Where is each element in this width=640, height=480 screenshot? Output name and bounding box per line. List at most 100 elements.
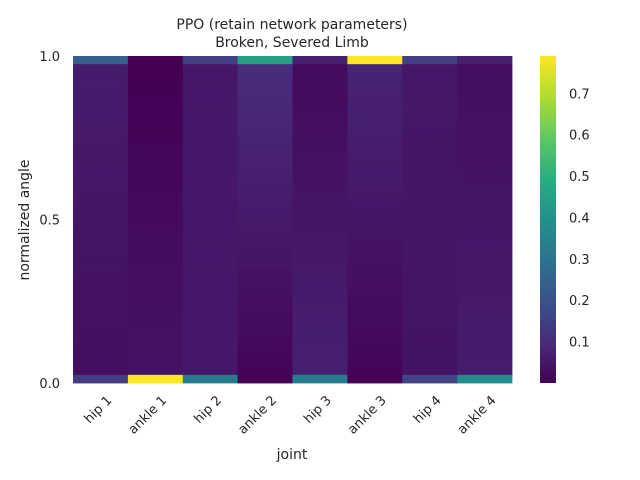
heatmap-cell: [457, 374, 513, 384]
heatmap-cell: [402, 178, 458, 188]
x-tick-label: ankle 2: [236, 393, 280, 437]
heatmap-cell: [127, 72, 184, 81]
x-tick-label: ankle 4: [455, 393, 499, 437]
heatmap-cell: [182, 137, 239, 147]
heatmap-cell: [73, 162, 129, 171]
heatmap-cell: [182, 219, 239, 229]
heatmap-cell: [127, 219, 184, 229]
heatmap-cell: [237, 358, 293, 368]
heatmap-cell: [292, 129, 348, 139]
heatmap-cell: [402, 64, 458, 73]
heatmap-cell: [127, 366, 184, 376]
colorbar-tick-label: 0.5: [569, 170, 590, 185]
heatmap-cell: [127, 317, 184, 327]
heatmap-cell: [127, 186, 184, 196]
y-tick-label: 0.5: [39, 214, 60, 229]
heatmap-cell: [73, 268, 129, 278]
heatmap-cell: [402, 252, 458, 261]
heatmap-cell: [237, 186, 293, 196]
heatmap-cell: [237, 260, 293, 269]
heatmap-cell: [127, 284, 184, 294]
y-tick-labels: 0.0 0.5 1.0: [39, 50, 60, 392]
heatmap-cell: [182, 113, 239, 122]
heatmap-cell: [237, 170, 293, 180]
heatmap-cell: [73, 293, 129, 302]
heatmap-cell: [182, 145, 239, 155]
heatmap-cell: [347, 80, 403, 90]
heatmap-cell: [73, 284, 129, 294]
heatmap-cell: [73, 129, 129, 139]
heatmap-cell: [127, 309, 184, 319]
heatmap-cell: [73, 333, 129, 343]
heatmap-cell: [347, 154, 403, 163]
heatmap-cell: [457, 325, 513, 335]
heatmap-cell: [73, 154, 129, 163]
heatmap-cell: [402, 244, 458, 253]
heatmap-cell: [237, 80, 293, 90]
heatmap-cell: [402, 203, 458, 212]
heatmap-cell: [127, 333, 184, 343]
heatmap-cell: [347, 317, 403, 327]
heatmap-cell: [73, 244, 129, 253]
heatmap-cell: [237, 178, 293, 188]
heatmap-cell: [182, 358, 239, 368]
heatmap-cell: [347, 121, 403, 130]
heatmap-cell: [402, 268, 458, 278]
heatmap-cell: [182, 252, 239, 261]
heatmap-cell: [292, 211, 348, 220]
heatmap-cell: [402, 219, 458, 229]
heatmap-cell: [73, 72, 129, 81]
heatmap-cell: [292, 268, 348, 278]
heatmap-cell: [292, 333, 348, 343]
heatmap-cell: [182, 203, 239, 212]
heatmap-cell: [347, 235, 403, 245]
heatmap-cell: [73, 301, 129, 310]
heatmap-cell: [182, 350, 239, 359]
heatmap-cell: [182, 309, 239, 319]
heatmap-cell: [402, 113, 458, 122]
heatmap-cell: [182, 154, 239, 163]
heatmap-cell: [237, 88, 293, 98]
heatmap-cell: [292, 350, 348, 359]
heatmap-cell: [127, 374, 184, 384]
heatmap-cell: [182, 194, 239, 204]
heatmap-cell: [73, 260, 129, 269]
heatmap-cell: [292, 121, 348, 130]
heatmap-cell: [182, 276, 239, 286]
x-tick-label: hip 4: [411, 393, 445, 427]
heatmap-cell: [182, 227, 239, 237]
heatmap-cell: [73, 325, 129, 335]
heatmap-cell: [73, 194, 129, 204]
heatmap-cell: [127, 235, 184, 245]
heatmap-cell: [402, 194, 458, 204]
heatmap-cell: [237, 268, 293, 278]
heatmap-cell: [347, 260, 403, 269]
heatmap-cell: [347, 252, 403, 261]
heatmap-cell: [457, 137, 513, 147]
heatmap-cell: [347, 293, 403, 302]
heatmap-cell: [237, 333, 293, 343]
heatmap-cell: [402, 137, 458, 147]
heatmap-cell: [73, 227, 129, 237]
heatmap-cell: [347, 186, 403, 196]
heatmap-cell: [127, 211, 184, 220]
heatmap-cell: [127, 260, 184, 269]
heatmap-cell: [292, 219, 348, 229]
heatmap-cell: [237, 154, 293, 163]
heatmap-cell: [127, 105, 184, 114]
heatmap-cell: [127, 252, 184, 261]
heatmap-cell: [402, 121, 458, 130]
heatmap-cell: [237, 203, 293, 212]
heatmap-cell: [182, 260, 239, 269]
heatmap-cell: [127, 227, 184, 237]
heatmap-cell: [402, 301, 458, 310]
heatmap-cell: [457, 88, 513, 98]
heatmap-cell: [73, 145, 129, 155]
heatmap-cell: [457, 121, 513, 130]
heatmap-cell: [292, 317, 348, 327]
heatmap-cell: [402, 309, 458, 319]
heatmap-cell: [402, 333, 458, 343]
heatmap-cell: [402, 260, 458, 269]
heatmap-cell: [347, 113, 403, 122]
heatmap-cell: [402, 105, 458, 114]
